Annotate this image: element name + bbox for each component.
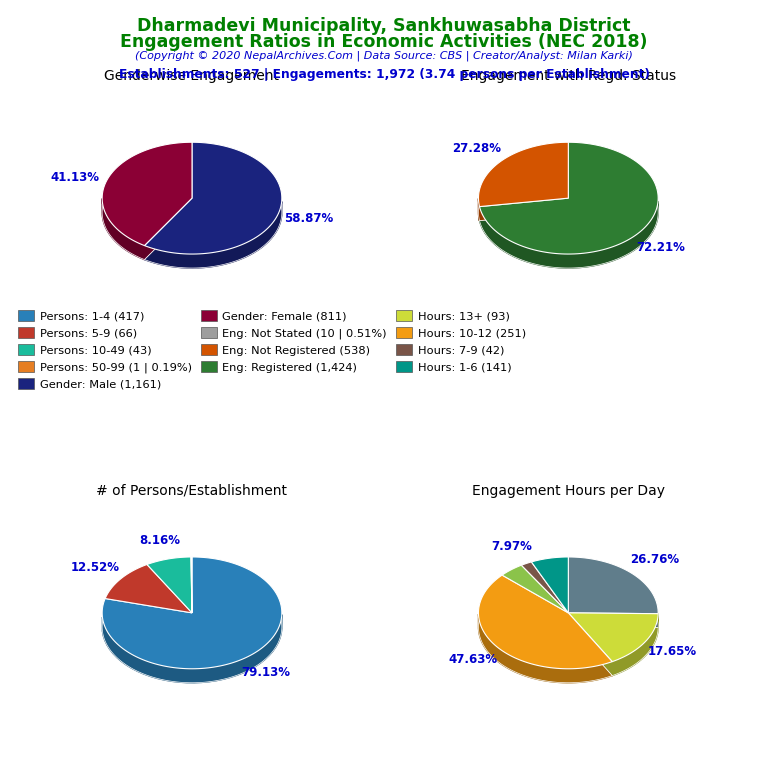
Text: 27.28%: 27.28%: [452, 143, 501, 155]
Title: Engagement Hours per Day: Engagement Hours per Day: [472, 484, 665, 498]
Polygon shape: [102, 571, 282, 683]
Polygon shape: [144, 142, 282, 254]
Title: # of Persons/Establishment: # of Persons/Establishment: [97, 484, 287, 498]
Polygon shape: [478, 575, 612, 669]
Polygon shape: [191, 571, 192, 627]
Text: Engagement Ratios in Economic Activities (NEC 2018): Engagement Ratios in Economic Activities…: [121, 33, 647, 51]
Polygon shape: [502, 565, 568, 613]
Polygon shape: [502, 579, 568, 627]
Polygon shape: [102, 198, 144, 260]
Polygon shape: [478, 614, 612, 683]
Polygon shape: [478, 156, 568, 220]
Polygon shape: [144, 198, 192, 260]
Polygon shape: [478, 142, 568, 207]
Polygon shape: [191, 557, 192, 613]
Polygon shape: [102, 557, 282, 669]
Polygon shape: [568, 613, 658, 627]
Polygon shape: [568, 613, 658, 627]
Text: 41.13%: 41.13%: [51, 170, 100, 184]
Polygon shape: [568, 557, 658, 614]
Polygon shape: [105, 564, 192, 613]
Polygon shape: [568, 571, 658, 627]
Polygon shape: [102, 142, 192, 246]
Polygon shape: [144, 201, 282, 268]
Title: Engagement with Regd. Status: Engagement with Regd. Status: [461, 69, 676, 83]
Polygon shape: [102, 156, 192, 260]
Text: (Copyright © 2020 NepalArchives.Com | Data Source: CBS | Creator/Analyst: Milan : (Copyright © 2020 NepalArchives.Com | Da…: [135, 51, 633, 61]
Polygon shape: [531, 571, 568, 627]
Text: 72.21%: 72.21%: [636, 241, 685, 253]
Polygon shape: [479, 142, 658, 254]
Polygon shape: [147, 557, 192, 613]
Text: 8.16%: 8.16%: [139, 534, 180, 547]
Polygon shape: [479, 156, 658, 268]
Polygon shape: [521, 576, 568, 627]
Polygon shape: [479, 198, 568, 220]
Polygon shape: [479, 201, 658, 268]
Title: Genderwise Engagement: Genderwise Engagement: [104, 69, 280, 83]
Polygon shape: [531, 557, 568, 613]
Polygon shape: [568, 627, 658, 676]
Polygon shape: [568, 613, 612, 676]
Polygon shape: [105, 578, 192, 627]
Polygon shape: [144, 156, 282, 268]
Text: 7.97%: 7.97%: [492, 540, 532, 553]
Polygon shape: [478, 198, 479, 220]
Text: 47.63%: 47.63%: [449, 654, 498, 666]
Text: 17.65%: 17.65%: [648, 645, 697, 658]
Polygon shape: [521, 562, 568, 613]
Text: 79.13%: 79.13%: [241, 666, 290, 679]
Text: Dharmadevi Municipality, Sankhuwasabha District: Dharmadevi Municipality, Sankhuwasabha D…: [137, 17, 631, 35]
Text: Establishments: 527 | Engagements: 1,972 (3.74 persons per Establishment): Establishments: 527 | Engagements: 1,972…: [118, 68, 650, 81]
Polygon shape: [147, 571, 192, 627]
Polygon shape: [612, 614, 658, 676]
Polygon shape: [102, 614, 282, 683]
Polygon shape: [479, 198, 568, 220]
Text: 26.76%: 26.76%: [631, 554, 680, 566]
Polygon shape: [478, 589, 612, 683]
Text: 58.87%: 58.87%: [284, 213, 333, 226]
Polygon shape: [568, 613, 612, 676]
Polygon shape: [144, 198, 192, 260]
Legend: Persons: 1-4 (417), Persons: 5-9 (66), Persons: 10-49 (43), Persons: 50-99 (1 | : Persons: 1-4 (417), Persons: 5-9 (66), P…: [13, 305, 530, 394]
Polygon shape: [568, 613, 658, 662]
Text: 12.52%: 12.52%: [71, 561, 120, 574]
